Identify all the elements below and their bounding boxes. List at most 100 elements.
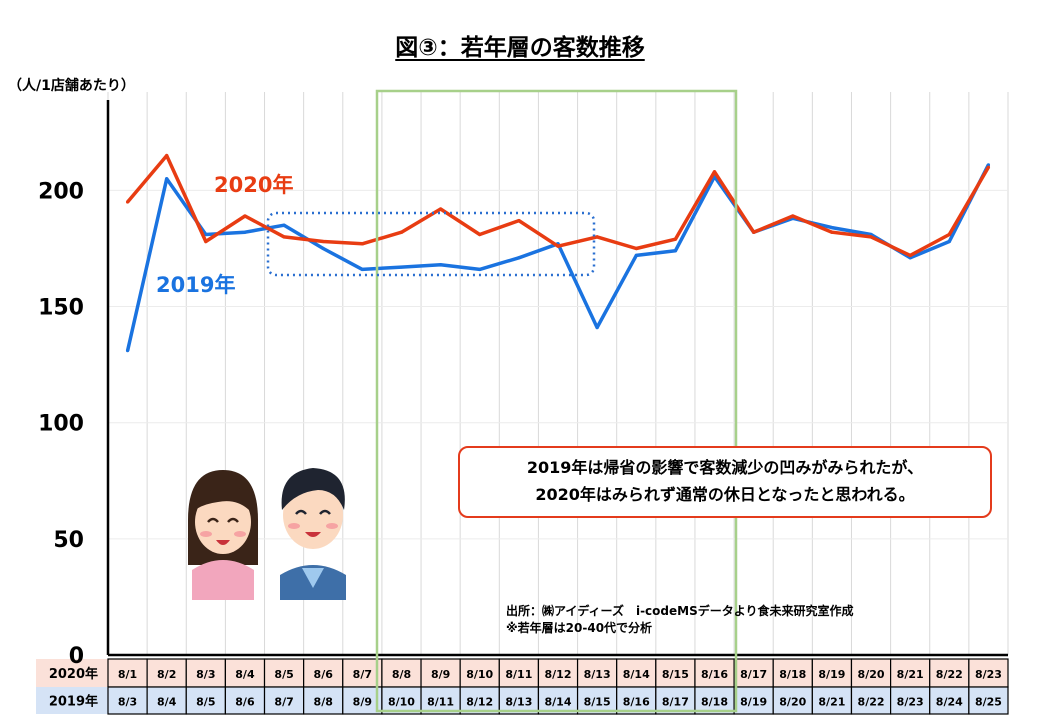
x-tick-label-2019: 8/22 xyxy=(858,696,885,709)
data-point-2019 xyxy=(165,177,169,181)
data-point-2020 xyxy=(243,214,247,218)
data-point-2019 xyxy=(634,253,638,258)
y-tick-label: 50 xyxy=(53,528,84,553)
x-tick-label-2019: 8/20 xyxy=(779,696,806,709)
x-tick-label-2019: 8/21 xyxy=(818,696,845,709)
data-point-2019 xyxy=(986,163,991,167)
date-cell xyxy=(968,686,1009,715)
data-point-2020 xyxy=(752,230,756,234)
series-label-2020: 2020年 xyxy=(214,173,293,197)
data-point-2019 xyxy=(947,239,951,244)
date-cell xyxy=(576,686,618,715)
x-tick-label-2019: 8/5 xyxy=(196,696,215,709)
x-tick-label-2019: 8/9 xyxy=(353,696,372,709)
date-cell xyxy=(342,658,383,688)
y-axis-ticks: 0 50 100 150 200 xyxy=(38,179,84,669)
date-cell xyxy=(224,658,266,688)
data-point-2020 xyxy=(321,239,325,244)
data-point-2020 xyxy=(830,230,834,234)
data-point-2019 xyxy=(125,349,130,353)
x-tick-label-2020: 8/8 xyxy=(392,668,411,681)
data-point-2019 xyxy=(282,223,286,227)
date-row-label-cell xyxy=(36,659,108,687)
data-point-2019 xyxy=(439,263,443,267)
data-point-2020 xyxy=(439,207,443,211)
data-point-2019 xyxy=(517,256,521,260)
data-point-2019 xyxy=(204,232,208,237)
series-line-2020 xyxy=(126,153,990,258)
data-point-2020 xyxy=(947,232,951,237)
x-tick-label-2019: 8/19 xyxy=(740,696,767,709)
x-tick-label-2020: 8/13 xyxy=(584,668,611,681)
data-point-2020 xyxy=(712,170,717,174)
x-tick-label-2020: 8/5 xyxy=(274,668,293,681)
y-tick-label: 150 xyxy=(38,296,84,321)
date-cell xyxy=(811,686,853,715)
x-tick-label-2020: 8/10 xyxy=(466,668,493,681)
x-tick-label-2019: 8/25 xyxy=(975,696,1002,709)
x-tick-label-2020: 8/7 xyxy=(353,668,372,681)
data-point-2019 xyxy=(595,325,599,330)
x-tick-label-2019: 8/16 xyxy=(623,696,650,709)
date-cell xyxy=(929,658,970,688)
series-label-2019: 2019年 xyxy=(156,273,235,297)
x-tick-label-2019: 8/14 xyxy=(545,696,572,709)
date-cell xyxy=(537,686,579,715)
highlight-period-box xyxy=(375,89,738,713)
x-tick-label-2019: 8/4 xyxy=(157,696,177,709)
x-tick-label-2020: 8/3 xyxy=(196,668,215,681)
data-point-2019 xyxy=(243,230,247,234)
x-tick-label-2020: 8/23 xyxy=(975,668,1002,681)
x-tick-label-2020: 8/18 xyxy=(779,668,806,681)
x-tick-label-2019: 8/3 xyxy=(118,696,137,709)
data-point-2019 xyxy=(321,246,325,251)
chart-title-text: 図③：若年層の客数推移 xyxy=(395,35,645,61)
date-row-label-2020: 2020年 xyxy=(49,666,98,682)
series-labels: 2020年 2019年 xyxy=(156,173,293,297)
young-woman-icon xyxy=(188,470,258,600)
dip-dotted-box xyxy=(266,211,596,277)
date-cell xyxy=(263,686,305,715)
x-tick-label-2020: 8/16 xyxy=(701,668,728,681)
x-tick-label-2020: 8/2 xyxy=(157,668,176,681)
x-tick-label-2020: 8/4 xyxy=(235,668,255,681)
data-point-2020 xyxy=(478,232,482,237)
x-tick-label-2020: 8/17 xyxy=(740,668,767,681)
date-cell xyxy=(694,658,735,688)
x-tick-label-2019: 8/12 xyxy=(466,696,493,709)
date-cell xyxy=(381,686,422,715)
source-note: 出所：㈱アイディーズ i-codeMSデータより食未来研究室作成 ※若年層は20… xyxy=(506,603,854,637)
date-cell xyxy=(890,658,931,688)
date-cell xyxy=(694,686,735,715)
source-line-1: 出所：㈱アイディーズ i-codeMSデータより食未来研究室作成 xyxy=(506,604,854,618)
date-cell xyxy=(576,658,618,688)
date-cell xyxy=(459,686,500,715)
date-cell xyxy=(772,658,813,688)
callout-line-2: 2020年はみられず通常の休日となったと思われる。 xyxy=(535,485,915,504)
chart-title: 図③：若年層の客数推移 xyxy=(0,28,1040,62)
x-tick-label-2020: 8/21 xyxy=(897,668,924,681)
data-point-2019 xyxy=(478,267,482,271)
date-cell xyxy=(420,658,461,688)
data-point-2019 xyxy=(830,225,834,230)
callout-line-1: 2019年は帰省の影響で客数減少の凹みがみられたが、 xyxy=(526,458,924,477)
chart-series xyxy=(125,153,991,353)
date-cell xyxy=(616,658,657,688)
date-cell xyxy=(420,686,461,715)
x-tick-label-2019: 8/7 xyxy=(274,696,293,709)
x-tick-label-2019: 8/18 xyxy=(701,696,728,709)
data-point-2020 xyxy=(908,253,912,258)
date-cell xyxy=(342,686,383,715)
date-cell xyxy=(733,658,774,688)
date-cell xyxy=(381,658,422,688)
x-tick-label-2019: 8/17 xyxy=(662,696,689,709)
x-tick-label-2020: 8/15 xyxy=(662,668,689,681)
data-point-2020 xyxy=(869,235,873,239)
x-tick-label-2020: 8/9 xyxy=(431,668,450,681)
source-line-2: ※若年層は20-40代で分析 xyxy=(506,621,653,635)
date-cell xyxy=(655,686,696,715)
x-tick-label-2020: 8/6 xyxy=(314,668,334,681)
annotation-callout: 2019年は帰省の影響で客数減少の凹みがみられたが、 2020年はみられず通常の… xyxy=(458,446,992,518)
y-axis-unit-label: （人/1店舗あたり） xyxy=(8,78,135,94)
